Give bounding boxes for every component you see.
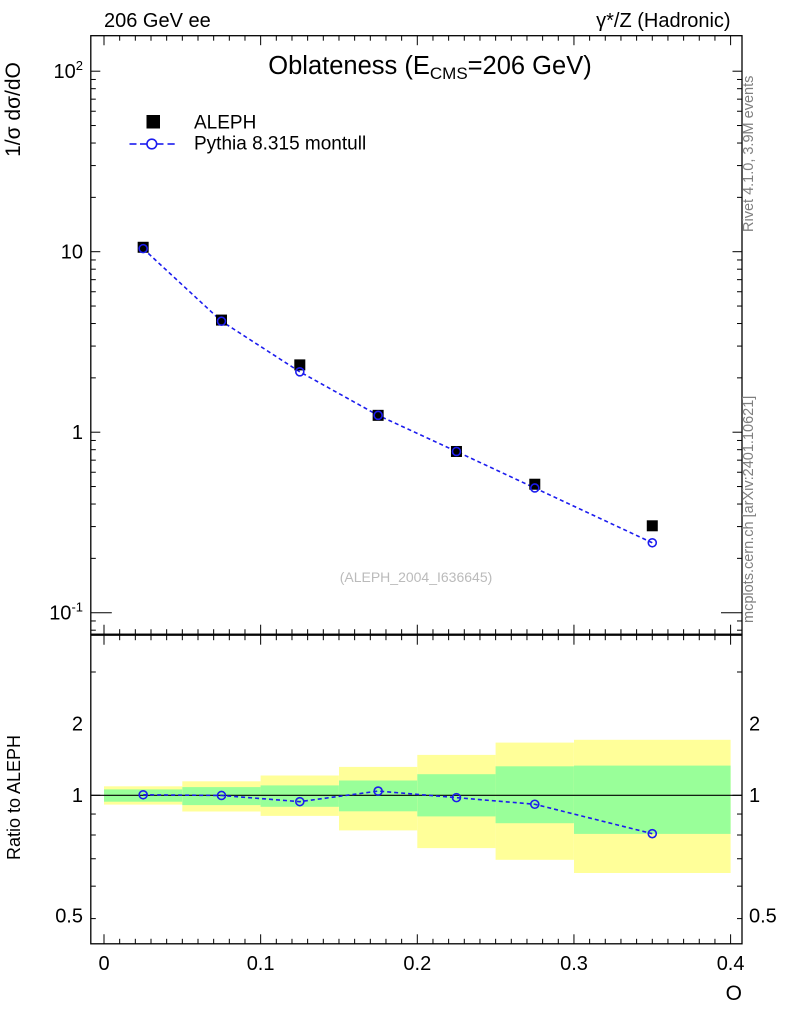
svg-text:1/σ dσ/dO: 1/σ dσ/dO	[2, 62, 25, 157]
svg-text:0.2: 0.2	[403, 953, 431, 975]
svg-text:Rivet 4.1.0, 3.9M events: Rivet 4.1.0, 3.9M events	[741, 76, 757, 232]
svg-text:Ratio to ALEPH: Ratio to ALEPH	[4, 735, 24, 860]
svg-text:0.4: 0.4	[717, 953, 745, 975]
svg-text:0.5: 0.5	[55, 906, 83, 928]
svg-text:γ*/Z (Hadronic): γ*/Z (Hadronic)	[596, 10, 730, 32]
svg-text:0.1: 0.1	[247, 953, 275, 975]
svg-text:10: 10	[61, 242, 83, 264]
svg-text:206 GeV ee: 206 GeV ee	[104, 10, 211, 32]
svg-text:1: 1	[72, 422, 83, 444]
svg-text:ALEPH: ALEPH	[194, 113, 256, 134]
svg-text:1: 1	[72, 785, 83, 807]
svg-text:2: 2	[72, 714, 83, 736]
svg-text:0.3: 0.3	[560, 953, 588, 975]
svg-text:O: O	[726, 982, 742, 1005]
svg-text:Pythia 8.315 montull: Pythia 8.315 montull	[194, 134, 366, 155]
svg-text:0.5: 0.5	[749, 906, 777, 928]
svg-text:(ALEPH_2004_I636645): (ALEPH_2004_I636645)	[340, 569, 493, 585]
svg-text:0: 0	[98, 953, 109, 975]
svg-text:mcplots.cern.ch [arXiv:2401.10: mcplots.cern.ch [arXiv:2401.10621]	[741, 396, 757, 623]
svg-text:1: 1	[749, 785, 760, 807]
svg-text:2: 2	[749, 714, 760, 736]
